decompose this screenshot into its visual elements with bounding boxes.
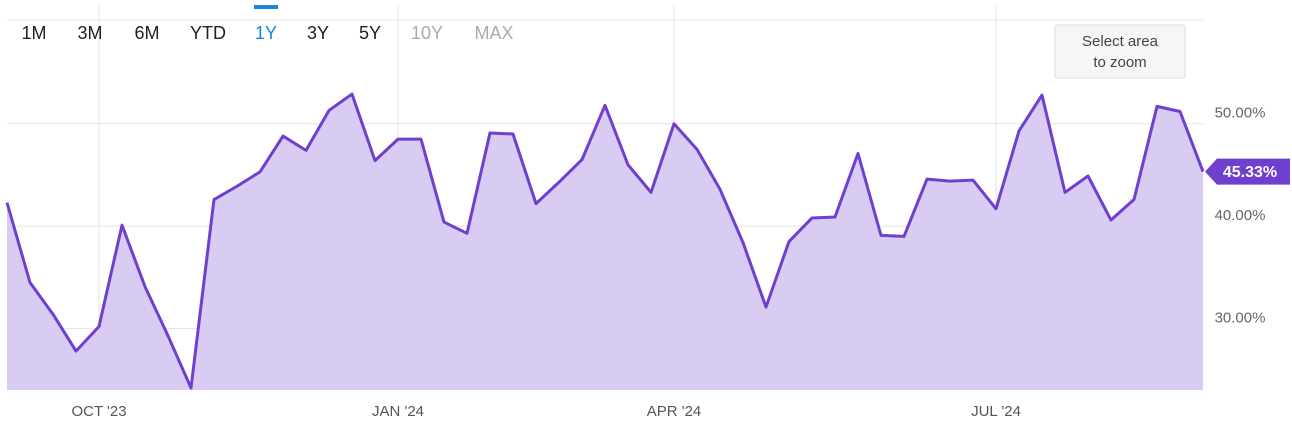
range-button: MAX: [474, 23, 513, 43]
y-tick-label: 30.00%: [1215, 310, 1266, 327]
x-tick-label: JAN '24: [372, 403, 424, 420]
last-value-label: 45.33%: [1223, 164, 1277, 181]
range-button[interactable]: 1M: [21, 23, 46, 43]
area-fill: [7, 94, 1203, 390]
last-value-badge: [1205, 158, 1290, 185]
x-tick-label: APR '24: [647, 403, 702, 420]
x-tick-label: JUL '24: [971, 403, 1021, 420]
line: [5, 92, 1205, 390]
active-indicator: [254, 5, 278, 9]
x-tick-label: OCT '23: [71, 403, 126, 420]
zoom-hint-text: to zoom: [1093, 54, 1146, 71]
range-button[interactable]: 3M: [77, 23, 102, 43]
range-button[interactable]: 5Y: [359, 23, 381, 43]
range-button[interactable]: 1Y: [255, 23, 277, 43]
range-button[interactable]: 3Y: [307, 23, 329, 43]
range-button[interactable]: YTD: [190, 23, 226, 43]
range-button[interactable]: 6M: [134, 23, 159, 43]
y-tick-label: 40.00%: [1215, 207, 1266, 224]
zoom-hint-box: [1054, 24, 1186, 79]
range-button: 10Y: [411, 23, 443, 43]
y-tick-label: 50.00%: [1215, 105, 1266, 122]
zoom-hint-text: Select area: [1082, 33, 1159, 50]
